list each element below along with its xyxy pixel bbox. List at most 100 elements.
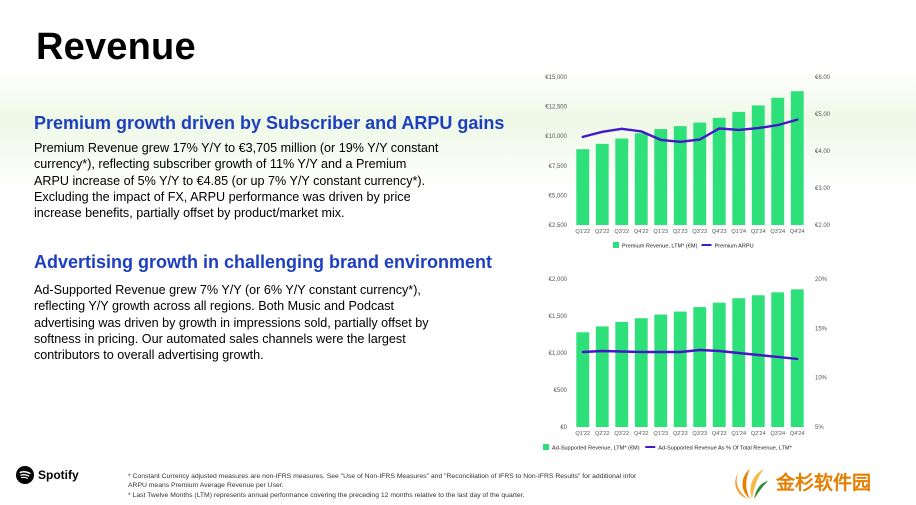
bar <box>615 321 629 427</box>
x-tick-label: Q3'23 <box>692 431 707 437</box>
advertising-line: contributors to overall advertising grow… <box>34 348 264 363</box>
x-tick-label: Q2'24 <box>751 431 766 437</box>
premium-line: Premium Revenue grew 17% Y/Y to €3,705 m… <box>34 141 439 155</box>
bar <box>673 126 687 225</box>
x-tick-label: Q1'24 <box>731 431 746 437</box>
legend-bar-label: Ad-Supported Revenue, LTM* (€M) <box>552 446 640 452</box>
watermark: 金杉软件园 <box>726 459 871 503</box>
bar <box>712 117 726 225</box>
x-tick-label: Q2'22 <box>595 229 610 235</box>
legend-bar-label: Premium Revenue, LTM* (€M) <box>622 244 698 250</box>
footnote-arpu: ARPU means Premium Average Revenue per U… <box>128 482 284 490</box>
y-right-tick-label: €5.00 <box>815 112 831 118</box>
y-right-tick-label: 15% <box>815 326 828 332</box>
y-right-tick-label: 10% <box>815 376 828 382</box>
y-left-tick-label: €15,000 <box>545 75 567 81</box>
bar <box>595 326 609 427</box>
advertising-line: softness in pricing. Our automated sales… <box>34 331 406 346</box>
premium-revenue-chart: €2,500 €5,000 €7,500 €10,000 €12,500 €15,000 €… <box>545 75 831 250</box>
bar <box>712 302 726 427</box>
x-tick-label: Q4'23 <box>712 229 727 235</box>
x-tick-label: Q2'23 <box>673 229 688 235</box>
y-right-tick-label: €6.00 <box>815 75 831 81</box>
x-tick-label: Q4'22 <box>634 431 649 437</box>
advertising-line: advertising was driven by growth in impr… <box>34 315 429 330</box>
y-right-tick-label: 5% <box>815 425 824 431</box>
bar <box>654 314 668 427</box>
x-tick-label: Q2'22 <box>595 431 610 437</box>
spotify-wordmark: Spotify <box>38 468 79 482</box>
x-tick-label: Q3'24 <box>770 229 785 235</box>
legend-bar-swatch <box>543 444 549 450</box>
x-tick-label: Q3'22 <box>614 431 629 437</box>
premium-line: ARPU increase of 5% Y/Y to €4.85 (or up … <box>34 173 426 188</box>
footnote-constant-currency: * Constant Currency adjusted measures ar… <box>128 473 637 480</box>
y-right-tick-label: €3.00 <box>815 186 831 192</box>
x-tick-label: Q3'22 <box>614 229 629 235</box>
legend-line-label: Ad-Supported Revenue As % Of Total Reven… <box>658 446 792 452</box>
bar <box>615 138 629 225</box>
x-tick-label: Q1'23 <box>653 431 668 437</box>
y-left-tick-label: €0 <box>560 425 567 431</box>
x-tick-label: Q3'24 <box>770 431 785 437</box>
y-left-tick-label: €1,000 <box>549 351 568 357</box>
x-tick-label: Q1'24 <box>731 229 746 235</box>
x-tick-label: Q4'23 <box>712 431 727 437</box>
y-left-tick-label: €12,500 <box>545 105 567 111</box>
x-tick-label: Q1'22 <box>575 431 590 437</box>
watermark-swirl-icon <box>735 469 768 499</box>
spotify-icon <box>16 466 34 484</box>
legend-line-label: Premium ARPU <box>715 244 754 250</box>
premium-line: currency*), reflecting subscriber growth… <box>34 157 407 172</box>
x-tick-label: Q2'23 <box>673 431 688 437</box>
bar <box>654 129 668 225</box>
bar <box>634 318 648 427</box>
x-tick-label: Q4'22 <box>634 229 649 235</box>
spotify-logo: Spotify <box>16 466 79 484</box>
y-right-tick-label: €4.00 <box>815 149 831 155</box>
y-left-tick-label: €1,500 <box>549 314 568 320</box>
bar <box>634 133 648 225</box>
bar <box>576 149 590 225</box>
bar <box>693 307 707 427</box>
advertising-paragraph: Ad-Supported Revenue grew 7% Y/Y (or 6% … <box>34 282 484 363</box>
x-tick-label: Q4'24 <box>790 431 805 437</box>
bar <box>771 97 785 225</box>
bar <box>576 332 590 427</box>
y-left-tick-label: €500 <box>554 388 568 394</box>
bar <box>595 143 609 225</box>
advertising-line: Ad-Supported Revenue grew 7% Y/Y (or 6% … <box>34 283 421 297</box>
bar <box>693 122 707 225</box>
y-right-tick-label: €2.00 <box>815 223 831 229</box>
y-left-tick-label: €7,500 <box>549 164 568 170</box>
advertising-heading: Advertising growth in challenging brand … <box>34 252 493 272</box>
legend: Ad-Supported Revenue, LTM* (€M) Ad-Suppor… <box>543 444 793 452</box>
bar <box>732 298 746 427</box>
bar <box>673 311 687 427</box>
series-line <box>581 348 799 361</box>
x-tick-label: Q3'23 <box>692 229 707 235</box>
bar <box>771 292 785 427</box>
y-left-tick-label: €2,500 <box>549 223 568 229</box>
page-title: Revenue <box>36 26 196 68</box>
x-tick-label: Q2'24 <box>751 229 766 235</box>
x-tick-label: Q1'22 <box>575 229 590 235</box>
y-left-tick-label: €10,000 <box>545 134 567 140</box>
bar <box>751 295 765 427</box>
series-line <box>581 118 799 143</box>
ad-supported-revenue-chart: €0 €500 €1,000 €1,500 €2,000 5% 10% 15% 20% Q1'22… <box>543 277 828 452</box>
premium-heading: Premium growth driven by Subscriber and … <box>34 113 505 133</box>
y-left-tick-label: €2,000 <box>549 277 568 283</box>
bar <box>751 105 765 225</box>
watermark-text: 金杉软件园 <box>776 472 872 494</box>
y-left-tick-label: €5,000 <box>549 193 568 199</box>
footnotes: * Constant Currency adjusted measures ar… <box>128 472 718 500</box>
bar <box>732 111 746 225</box>
advertising-line: reflecting Y/Y growth across all regions… <box>34 299 395 314</box>
premium-paragraph: Premium Revenue grew 17% Y/Y to €3,705 m… <box>34 140 484 221</box>
legend: Premium Revenue, LTM* (€M) Premium ARPU <box>613 242 754 250</box>
x-tick-label: Q4'24 <box>790 229 805 235</box>
y-right-tick-label: 20% <box>815 277 828 283</box>
legend-bar-swatch <box>613 242 619 248</box>
bar <box>790 91 804 225</box>
